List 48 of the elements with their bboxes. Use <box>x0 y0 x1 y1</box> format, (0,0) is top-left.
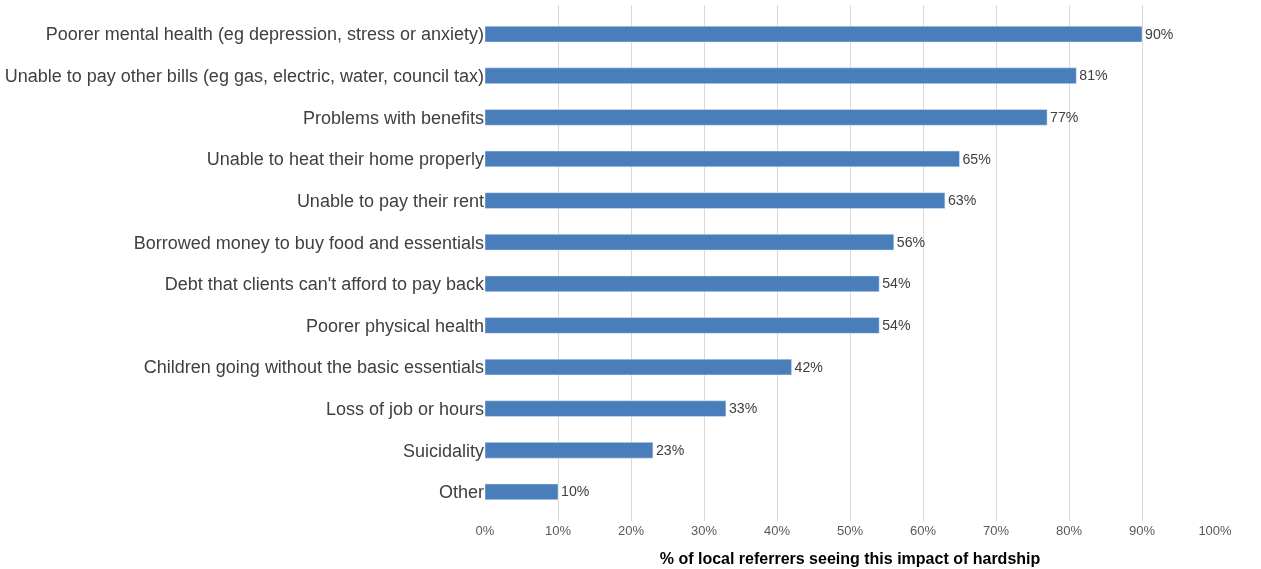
bar <box>485 192 946 209</box>
data-label: 65% <box>962 150 992 167</box>
y-tick-label: Unable to pay other bills (eg gas, electric, water, council tax) <box>4 66 484 87</box>
x-axis-title: % of local referrers seeing this impact of hardship <box>659 549 1041 567</box>
x-tick-label: 80% <box>1055 523 1083 538</box>
data-label: 56% <box>896 233 926 250</box>
data-label: 63% <box>947 192 977 209</box>
bar <box>485 483 559 501</box>
bar <box>485 275 880 292</box>
data-label: 54% <box>882 275 911 292</box>
y-tick-label: Problems with benefits <box>302 107 484 128</box>
y-tick-label: Unable to heat their home properly <box>206 149 484 170</box>
bar <box>485 400 727 417</box>
y-tick-label: Poorer mental health (eg depression, stress or anxiety) <box>45 24 484 45</box>
x-tick-label: 10% <box>544 523 572 538</box>
y-tick-label: Borrowed money to buy food and essentials <box>133 232 484 253</box>
x-tick-label: 100% <box>1198 523 1233 538</box>
data-label: 77% <box>1050 108 1079 125</box>
bar <box>485 67 1077 84</box>
y-tick-label: Debt that clients can't afford to pay back <box>164 274 485 295</box>
y-tick-label: Children going without the basic essentials <box>143 357 484 378</box>
y-tick-label: Loss of job or hours <box>325 398 484 419</box>
x-tick-label: 90% <box>1128 523 1156 538</box>
bar <box>485 150 960 168</box>
data-label: 90% <box>1145 25 1174 42</box>
x-tick-label: 30% <box>690 523 718 538</box>
x-tick-label: 70% <box>982 523 1010 538</box>
y-tick-label: Unable to pay their rent <box>296 190 484 211</box>
data-label: 33% <box>728 400 758 417</box>
bar <box>485 234 895 251</box>
x-tick-label: 20% <box>617 523 645 538</box>
x-tick-label: 0% <box>475 523 495 538</box>
data-label: 81% <box>1079 67 1109 84</box>
y-tick-label: Suicidality <box>402 440 484 461</box>
y-tick-label: Poorer physical health <box>305 315 484 336</box>
data-label: 54% <box>882 317 911 333</box>
x-tick-label: 50% <box>836 523 864 538</box>
x-tick-label: 60% <box>909 523 937 538</box>
data-label: 23% <box>655 441 685 458</box>
bar <box>485 317 880 334</box>
x-tick-label: 40% <box>763 523 791 538</box>
bar <box>485 442 654 459</box>
data-label: 42% <box>794 358 824 375</box>
bar <box>485 109 1048 126</box>
y-tick-label: Other <box>438 482 484 503</box>
bar <box>485 25 1143 43</box>
data-label: 10% <box>561 483 590 500</box>
bar <box>485 358 792 376</box>
